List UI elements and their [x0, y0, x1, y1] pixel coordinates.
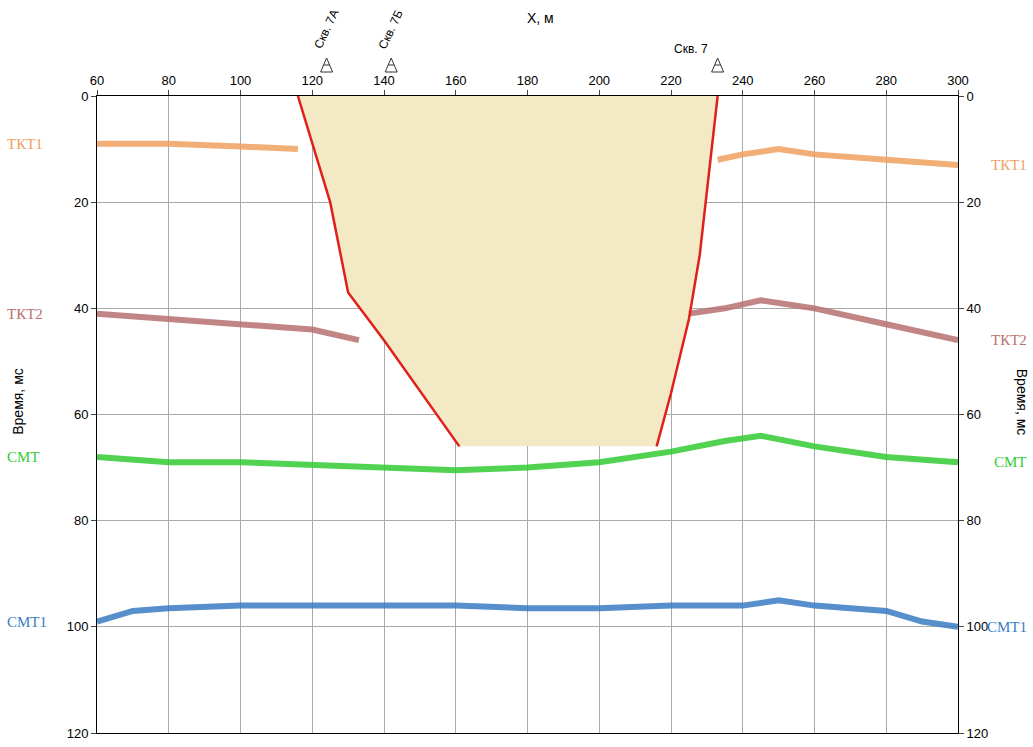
svg-text:260: 260 [804, 73, 826, 88]
svg-text:ТКТ1: ТКТ1 [991, 157, 1027, 173]
svg-text:Время, мс: Время, мс [1014, 369, 1030, 436]
svg-text:СМТ: СМТ [7, 449, 40, 465]
svg-text:100: 100 [230, 73, 252, 88]
svg-text:Время, мс: Время, мс [10, 368, 26, 435]
svg-text:Скв. 7Б: Скв. 7Б [376, 8, 406, 52]
svg-text:80: 80 [162, 73, 176, 88]
svg-text:ТКТ2: ТКТ2 [7, 306, 43, 322]
svg-text:20: 20 [967, 195, 981, 210]
svg-text:160: 160 [445, 73, 467, 88]
svg-text:180: 180 [517, 73, 539, 88]
svg-text:120: 120 [301, 73, 323, 88]
svg-text:40: 40 [74, 301, 88, 316]
svg-text:40: 40 [967, 301, 981, 316]
svg-text:60: 60 [967, 407, 981, 422]
svg-text:X, м: X, м [527, 10, 554, 26]
svg-text:Скв. 7А: Скв. 7А [311, 7, 341, 51]
svg-text:300: 300 [947, 73, 969, 88]
svg-text:0: 0 [967, 89, 974, 104]
svg-text:60: 60 [74, 407, 88, 422]
svg-text:ТКТ2: ТКТ2 [991, 332, 1027, 348]
svg-text:60: 60 [90, 73, 104, 88]
svg-text:120: 120 [67, 726, 89, 741]
svg-text:100: 100 [67, 619, 89, 634]
svg-text:140: 140 [373, 73, 395, 88]
svg-text:20: 20 [74, 195, 88, 210]
svg-text:Скв. 7: Скв. 7 [674, 42, 708, 56]
svg-text:ТКТ1: ТКТ1 [7, 136, 43, 152]
svg-text:200: 200 [588, 73, 610, 88]
svg-text:240: 240 [732, 73, 754, 88]
svg-text:СМТ1: СМТ1 [987, 619, 1027, 635]
svg-text:0: 0 [81, 89, 88, 104]
svg-text:СМТ: СМТ [994, 454, 1027, 470]
svg-text:80: 80 [74, 513, 88, 528]
svg-text:100: 100 [967, 619, 989, 634]
svg-text:220: 220 [660, 73, 682, 88]
svg-text:СМТ1: СМТ1 [7, 614, 47, 630]
svg-text:280: 280 [875, 73, 897, 88]
svg-text:120: 120 [967, 726, 989, 741]
svg-text:80: 80 [967, 513, 981, 528]
